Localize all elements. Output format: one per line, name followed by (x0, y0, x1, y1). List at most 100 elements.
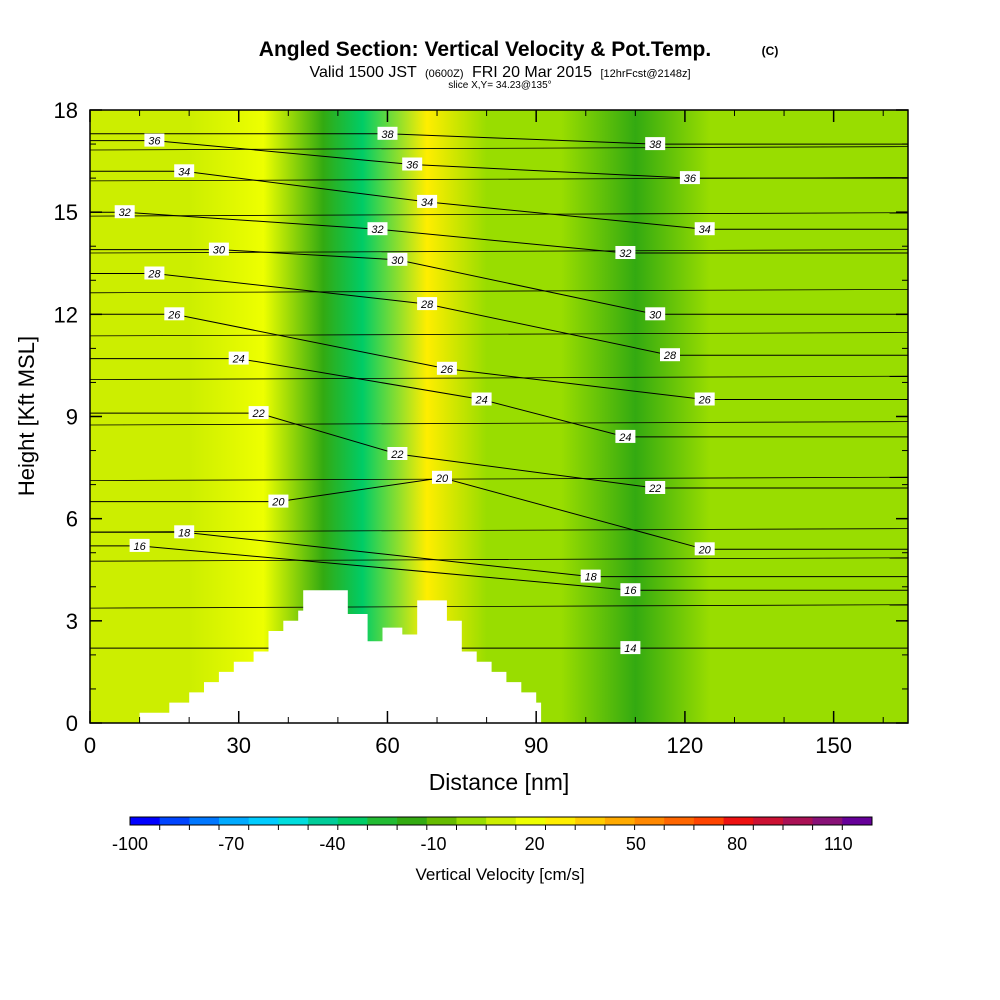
subtitle-fcst: [12hrFcst@2148z] (600, 68, 690, 80)
contour-label-text: 22 (390, 449, 403, 461)
colorbar-swatch (456, 817, 487, 825)
contour-label-box (694, 222, 715, 236)
colorbar-swatch (278, 817, 309, 825)
contour-label-box (620, 641, 641, 655)
colorbar-swatch (783, 817, 814, 825)
contour-label: 18 (580, 569, 601, 584)
colorbar-tick-label: -100 (112, 834, 148, 854)
colorbar-swatch (634, 817, 665, 825)
colorbar-swatch (545, 817, 576, 825)
contour-label-box (248, 406, 269, 420)
contour-label: 28 (660, 348, 680, 362)
contour-label-box (174, 525, 195, 539)
contour-label-box (694, 542, 715, 556)
y-axis-label: Height [Kft MSL] (14, 336, 39, 496)
colorbar-swatch (397, 817, 428, 825)
colorbar-tick-label: 110 (824, 834, 853, 854)
colorbar-swatch (367, 817, 398, 825)
contour-label-text: 20 (698, 544, 712, 556)
theta-contour-minor (90, 604, 908, 609)
contour-label-box (432, 470, 452, 484)
theta-contour-minor (90, 212, 908, 217)
contour-label-text: 36 (406, 160, 419, 172)
contour-label-box (402, 157, 423, 171)
x-tick-label: 90 (524, 733, 548, 758)
contour-label-box (660, 348, 680, 362)
colorbar-swatch (812, 817, 843, 825)
chart-title-unit: (C) (762, 44, 779, 58)
colorbar-swatch (130, 817, 161, 825)
theta-contour-minor (90, 289, 908, 294)
contour-label-box (114, 205, 135, 219)
contour-label-text: 34 (421, 197, 433, 209)
contour-label-box (679, 171, 700, 185)
contour-label-text: 18 (178, 527, 191, 539)
contour-label-box (645, 137, 666, 151)
contour-label-box (367, 222, 388, 236)
contour-label-text: 28 (147, 269, 161, 281)
theta-contour-minor (90, 557, 908, 562)
contour-label: 22 (645, 481, 666, 495)
contour-label-box (620, 583, 641, 597)
contour-label: 14 (620, 641, 641, 655)
contour-label-box (268, 494, 289, 508)
contour-label: 24 (471, 392, 492, 407)
contour-label: 38 (377, 126, 398, 141)
theta-contour-minor (90, 421, 908, 426)
theta-contour-minor (90, 177, 908, 182)
contour-label-text: 16 (133, 541, 146, 553)
x-tick-label: 0 (84, 733, 96, 758)
y-tick-label: 12 (54, 302, 78, 327)
contour-label-box (129, 538, 150, 552)
contour-label-text: 32 (371, 224, 383, 236)
colorbar-swatch (486, 817, 517, 825)
contour-label-box (144, 266, 165, 280)
contour-label: 26 (694, 392, 715, 407)
contour-label: 36 (679, 171, 700, 185)
contour-label-box (387, 447, 408, 460)
contour-label-box (615, 429, 636, 443)
colorbar-label: Vertical Velocity [cm/s] (415, 865, 584, 884)
contour-label-box (174, 164, 195, 178)
contour-label: 34 (417, 194, 438, 209)
contour-label-text: 30 (213, 245, 226, 257)
colorbar-frame (129, 816, 873, 826)
theta-contour-16 (90, 545, 908, 591)
contour-label: 34 (174, 164, 195, 178)
contour-label-box (387, 252, 408, 266)
contour-label-text: 24 (232, 354, 245, 366)
contour-label-text: 26 (440, 364, 454, 376)
colorbar-tick-label: -10 (420, 834, 446, 854)
y-tick-label: 18 (54, 98, 78, 123)
colorbar-swatch (664, 817, 695, 825)
colorbar-swatch (248, 817, 279, 825)
contour-label-text: 24 (618, 432, 631, 444)
colorbar-swatch (337, 817, 368, 825)
contour-label: 38 (645, 137, 666, 151)
contour-label: 30 (208, 242, 229, 257)
colorbar-swatch (693, 817, 725, 825)
contour-label-box (615, 246, 636, 259)
contour-label-text: 30 (391, 255, 404, 267)
x-tick-label: 30 (226, 733, 250, 758)
contour-label: 24 (228, 351, 249, 366)
y-tick-label: 9 (66, 405, 78, 430)
contour-label-text: 16 (624, 585, 637, 597)
contour-label: 18 (174, 525, 195, 539)
contour-label: 16 (129, 538, 150, 553)
contour-label: 16 (620, 583, 641, 597)
terrain-mask (90, 590, 908, 723)
x-axis-label: Distance [nm] (429, 769, 570, 795)
subtitle-utc: (0600Z) (425, 68, 464, 80)
theta-contour-minor (90, 375, 908, 380)
colorbar-tick-label: 50 (626, 834, 646, 854)
contour-label-box (417, 194, 438, 208)
contour-label: 26 (164, 307, 185, 321)
contour-label: 32 (114, 205, 135, 219)
subtitle-line: Valid 1500 JST (0600Z) FRI 20 Mar 2015 [… (309, 64, 690, 81)
contour-label-text: 28 (420, 299, 434, 311)
contour-label-box (436, 361, 457, 375)
colorbar-swatch (723, 817, 754, 825)
contour-label: 36 (144, 133, 165, 148)
